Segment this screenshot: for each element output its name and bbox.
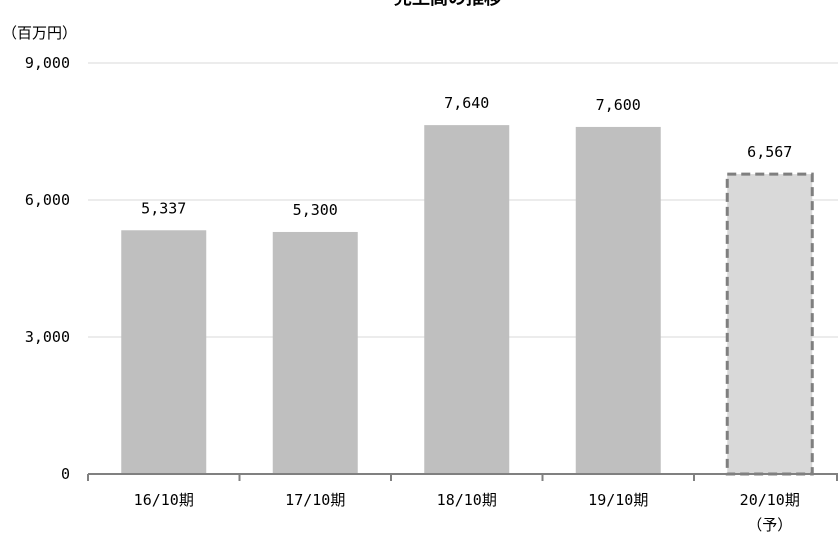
bar [272,231,358,474]
bars [121,125,814,476]
x-tick-label: 16/10期 [134,491,194,509]
y-tick-label: 6,000 [25,191,70,209]
unit-label: （百万円） [2,24,77,42]
data-label: 7,640 [444,94,489,112]
axes [87,473,838,481]
bar [121,230,207,474]
x-tick-label: 17/10期 [285,491,345,509]
y-tick-label: 3,000 [25,328,70,346]
labels: 0 3,000 6,000 9,000 5,337 16/10期 5,300 17/10期 7,… [25,54,800,534]
bar-forecast [725,172,814,476]
data-label: 5,300 [293,201,338,219]
y-tick-label: 9,000 [25,54,70,72]
x-tick-label: 18/10期 [437,491,497,509]
data-label: 5,337 [141,199,186,217]
data-label: 6,567 [747,143,792,161]
y-tick-label: 0 [61,465,70,483]
x-tick-label: 20/10期 [740,491,800,509]
bar [575,126,661,474]
data-label: 7,600 [596,96,641,114]
x-tick-sublabel: （予） [747,516,792,534]
bar [424,125,510,475]
chart-title: 売上高の推移 [394,0,502,9]
x-tick-label: 19/10期 [588,491,648,509]
